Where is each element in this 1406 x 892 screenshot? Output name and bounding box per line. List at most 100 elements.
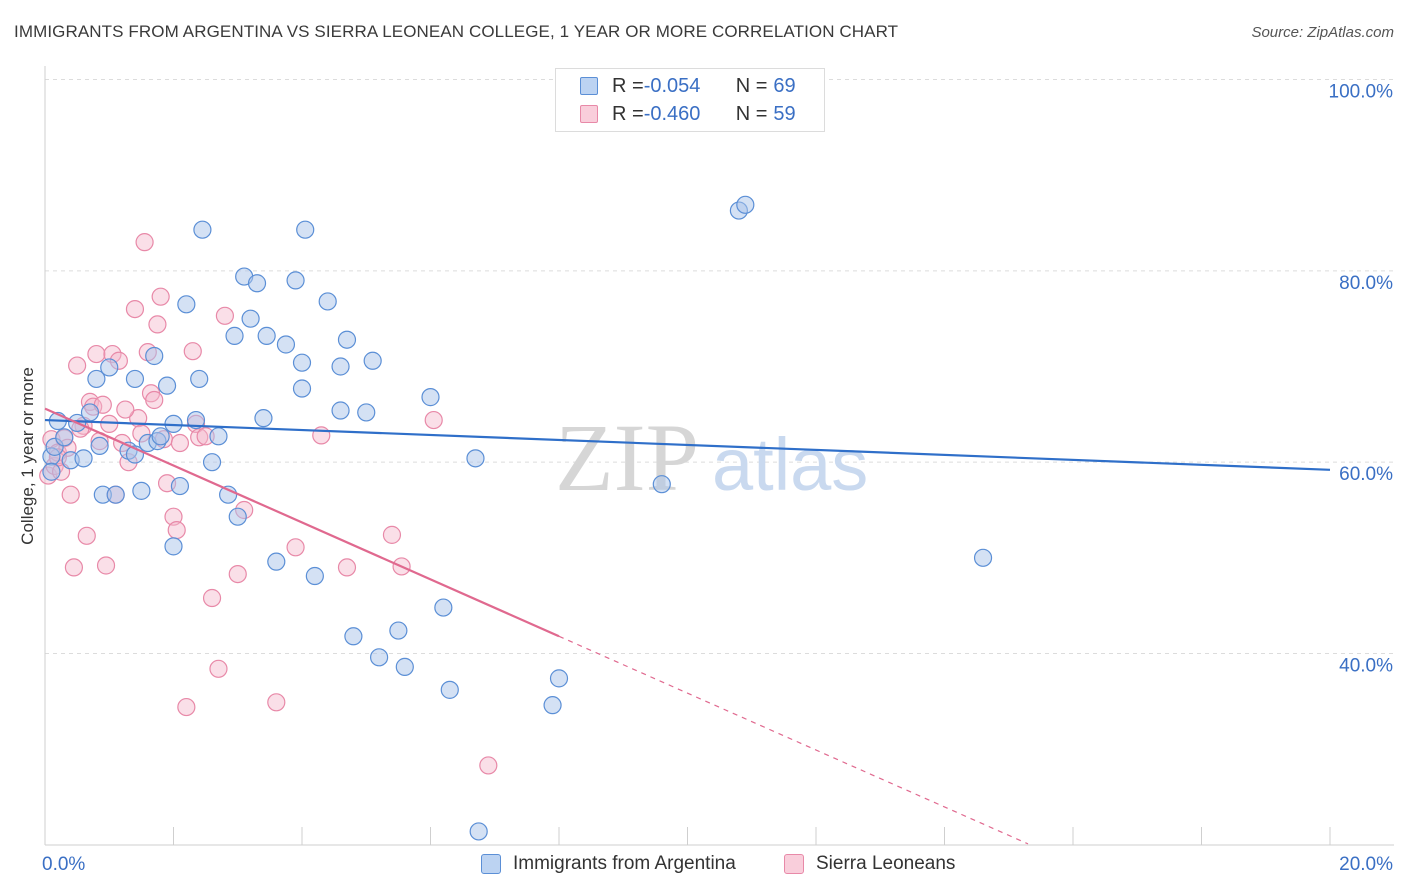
data-point-sierra-leoneans bbox=[267, 693, 286, 712]
data-point-sierra-leoneans bbox=[151, 287, 170, 306]
trend-line-sierra-leoneans bbox=[44, 407, 560, 638]
data-point-sierra-leoneans bbox=[61, 485, 80, 504]
data-point-sierra-leoneans bbox=[116, 400, 135, 419]
watermark-atlas: atlas bbox=[712, 423, 868, 506]
y-tick-label: 80.0% bbox=[1339, 273, 1393, 294]
data-point-sierra-leoneans bbox=[190, 428, 209, 447]
data-point-argentina bbox=[344, 627, 363, 646]
data-point-argentina bbox=[434, 598, 453, 617]
data-point-sierra-leoneans bbox=[209, 659, 228, 678]
data-point-argentina bbox=[90, 436, 109, 456]
trend-line-sierra-leoneans-extension bbox=[558, 635, 1029, 845]
legend-n-value: 59 bbox=[773, 102, 796, 125]
data-point-argentina bbox=[202, 453, 222, 472]
data-point-sierra-leoneans bbox=[68, 356, 87, 375]
data-point-argentina bbox=[157, 376, 177, 395]
data-point-argentina bbox=[74, 449, 93, 468]
data-point-argentina bbox=[296, 220, 315, 239]
legend-n-label: N = bbox=[735, 74, 768, 97]
data-point-argentina bbox=[100, 358, 119, 377]
x-tick-label-min: 0.0% bbox=[42, 854, 85, 875]
legend-swatch-pink bbox=[580, 105, 598, 123]
data-point-argentina bbox=[87, 369, 106, 389]
data-point-sierra-leoneans bbox=[215, 306, 234, 325]
tick-labels: 40.0% 60.0% 80.0% 100.0% 0.0% 20.0% bbox=[42, 82, 1393, 876]
data-point-argentina bbox=[318, 292, 337, 311]
data-point-argentina bbox=[292, 379, 312, 398]
bottom-legend-swatch-blue bbox=[481, 854, 501, 874]
data-point-sierra-leoneans bbox=[424, 410, 443, 430]
data-point-sierra-leoneans bbox=[177, 697, 196, 717]
data-point-argentina bbox=[164, 537, 183, 556]
correlation-legend: R = -0.054 N = 69 R = -0.460 N = 59 bbox=[555, 68, 825, 132]
data-point-argentina bbox=[370, 648, 389, 667]
legend-r-label: R = bbox=[612, 74, 644, 97]
data-point-argentina bbox=[106, 485, 125, 504]
data-point-argentina bbox=[42, 462, 61, 481]
data-point-sierra-leoneans bbox=[96, 556, 116, 575]
data-point-argentina bbox=[247, 274, 267, 293]
data-point-argentina bbox=[440, 680, 459, 699]
legend-row-sierra-leoneans: R = -0.460 N = 59 bbox=[580, 101, 796, 127]
chart-title: IMMIGRANTS FROM ARGENTINA VS SIERRA LEON… bbox=[14, 22, 899, 41]
data-point-sierra-leoneans bbox=[148, 315, 167, 334]
watermark-zip: ZIP bbox=[555, 404, 699, 511]
data-point-sierra-leoneans bbox=[77, 526, 96, 545]
data-point-argentina bbox=[267, 552, 286, 571]
trend-lines bbox=[44, 407, 1331, 845]
data-point-sierra-leoneans bbox=[228, 564, 247, 584]
bottom-legend-swatch-pink bbox=[784, 854, 804, 874]
data-point-argentina bbox=[228, 507, 247, 526]
data-point-argentina bbox=[305, 566, 324, 586]
data-point-argentina bbox=[209, 427, 228, 446]
data-point-argentina bbox=[190, 369, 209, 389]
bottom-legend-label: Sierra Leoneans bbox=[816, 853, 956, 874]
data-point-argentina bbox=[125, 369, 145, 389]
data-point-sierra-leoneans bbox=[145, 390, 164, 410]
legend-r-value: -0.460 bbox=[643, 102, 701, 125]
y-tick-label: 60.0% bbox=[1339, 464, 1393, 485]
data-point-argentina bbox=[395, 657, 414, 676]
data-point-argentina bbox=[151, 427, 170, 446]
data-point-sierra-leoneans bbox=[382, 525, 402, 544]
data-point-argentina bbox=[241, 309, 260, 328]
y-tick-label: 40.0% bbox=[1339, 656, 1393, 677]
data-point-argentina bbox=[286, 271, 305, 290]
y-tick-label: 100.0% bbox=[1329, 82, 1394, 103]
data-point-argentina bbox=[549, 669, 569, 688]
legend-r-value: -0.054 bbox=[643, 74, 701, 97]
data-point-argentina bbox=[292, 353, 312, 372]
data-point-argentina bbox=[55, 428, 74, 447]
watermark: ZIP atlas bbox=[555, 404, 868, 511]
data-point-sierra-leoneans bbox=[164, 507, 183, 526]
data-point-argentina bbox=[80, 403, 100, 422]
data-point-argentina bbox=[973, 548, 993, 567]
data-point-argentina bbox=[389, 621, 408, 640]
data-point-sierra-leoneans bbox=[202, 588, 222, 608]
series-sierra-leoneans bbox=[39, 233, 498, 775]
data-point-argentina bbox=[186, 410, 206, 430]
data-point-sierra-leoneans bbox=[125, 300, 145, 319]
legend-r-label: R = bbox=[612, 102, 644, 125]
data-point-sierra-leoneans bbox=[87, 344, 106, 364]
data-point-argentina bbox=[543, 696, 562, 715]
data-point-sierra-leoneans bbox=[337, 558, 357, 577]
data-point-sierra-leoneans bbox=[100, 414, 119, 433]
data-point-sierra-leoneans bbox=[135, 233, 154, 252]
data-point-argentina bbox=[466, 449, 485, 468]
data-point-argentina bbox=[331, 401, 350, 420]
data-point-argentina bbox=[225, 326, 244, 345]
data-point-argentina bbox=[193, 220, 212, 239]
data-point-argentina bbox=[145, 346, 164, 366]
bottom-legend-sierra-leoneans: Sierra Leoneans bbox=[784, 851, 955, 877]
data-point-sierra-leoneans bbox=[64, 558, 84, 577]
legend-n-value: 69 bbox=[773, 74, 796, 97]
x-tick-label-max: 20.0% bbox=[1339, 854, 1393, 875]
data-point-argentina bbox=[170, 476, 190, 496]
data-point-sierra-leoneans bbox=[170, 433, 190, 453]
bottom-legend-argentina: Immigrants from Argentina bbox=[481, 851, 736, 877]
grid-lines bbox=[45, 79, 1394, 654]
data-point-sierra-leoneans bbox=[129, 409, 148, 428]
data-point-argentina bbox=[652, 475, 671, 494]
